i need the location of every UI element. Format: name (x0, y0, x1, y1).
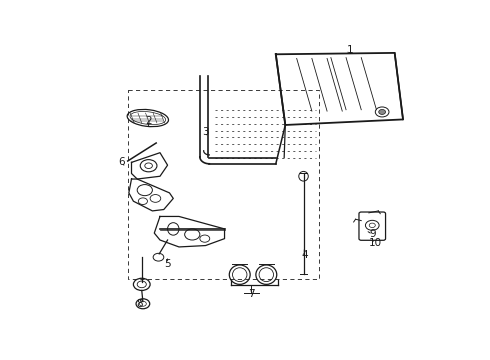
Text: 2: 2 (145, 116, 152, 126)
Text: 3: 3 (202, 127, 209, 137)
Text: 5: 5 (164, 258, 171, 269)
Text: 8: 8 (136, 299, 143, 309)
Text: 1: 1 (346, 45, 353, 55)
Text: 4: 4 (301, 250, 308, 260)
Text: 6: 6 (118, 157, 124, 167)
Text: 9: 9 (368, 229, 376, 239)
Text: 7: 7 (248, 289, 254, 299)
Circle shape (379, 109, 386, 114)
Text: 10: 10 (369, 238, 382, 248)
